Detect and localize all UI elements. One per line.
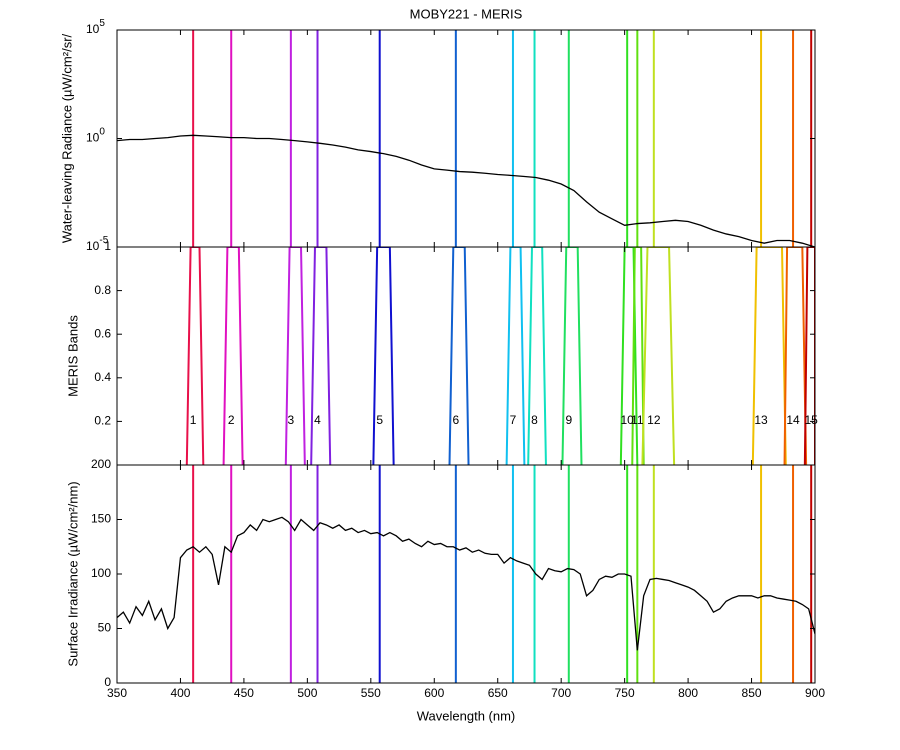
plot-area [185, 247, 815, 465]
x-tick-label: 450 [234, 686, 254, 700]
y-tick-label: 0.4 [94, 370, 111, 384]
band-label: 12 [647, 413, 661, 427]
band-response [561, 247, 583, 465]
y-tick-label: 0 [104, 675, 111, 689]
band-label: 7 [510, 413, 517, 427]
band-label: 11 [631, 413, 644, 427]
x-tick-label: 700 [551, 686, 571, 700]
tick-base: 10 [86, 131, 100, 145]
x-tick-label: 850 [742, 686, 762, 700]
x-tick-label: 800 [678, 686, 698, 700]
band-label: 9 [565, 413, 572, 427]
tick-exponent: 0 [99, 126, 105, 137]
y-tick-label: 1 [104, 239, 111, 253]
band-response [619, 247, 639, 465]
band-label: 13 [754, 413, 768, 427]
y-axis-label: Water-leaving Radiance (µW/cm²/sr/ [59, 33, 74, 243]
x-axis-label: Wavelength (nm) [417, 708, 516, 723]
band-response [284, 247, 306, 465]
tick-exponent: -5 [99, 235, 108, 246]
y-tick-label: 105 [86, 18, 105, 37]
tick-base: 10 [86, 22, 100, 36]
band-response [310, 247, 332, 465]
axes-frame [116, 464, 816, 684]
x-tick-label: 400 [170, 686, 190, 700]
band-label: 2 [228, 413, 235, 427]
band-response [631, 247, 645, 465]
band-response [783, 247, 808, 465]
plot-area [117, 30, 815, 247]
tick-exponent: 5 [99, 18, 105, 29]
chart-title: MOBY221 - MERIS [410, 6, 523, 21]
band-response [222, 247, 244, 465]
y-axis-label: MERIS Bands [65, 315, 80, 397]
spectrum-line [117, 516, 815, 651]
band-label: 3 [288, 413, 295, 427]
plot-area [117, 465, 815, 683]
y-tick-label: 100 [86, 126, 105, 145]
y-tick-label: 150 [91, 512, 111, 526]
tick-base: 10 [86, 239, 100, 253]
x-tick-label: 750 [615, 686, 635, 700]
band-label: 14 [786, 413, 800, 427]
y-tick-label: 50 [98, 621, 112, 635]
x-tick-label: 600 [424, 686, 444, 700]
band-response [527, 247, 547, 465]
band-label: 5 [376, 413, 383, 427]
band-label: 6 [453, 413, 460, 427]
band-response [641, 247, 676, 465]
band-response [448, 247, 470, 465]
spectrum-line [117, 134, 815, 247]
x-tick-label: 350 [107, 686, 127, 700]
x-tick-label: 500 [297, 686, 317, 700]
band-label: 10 [620, 413, 634, 427]
band-label: 1 [190, 413, 197, 427]
y-tick-label: 0.8 [94, 283, 111, 297]
band-response [751, 247, 787, 465]
band-label: 4 [314, 413, 321, 427]
x-tick-label: 650 [488, 686, 508, 700]
band-label: 8 [531, 413, 538, 427]
y-tick-label: 200 [91, 457, 111, 471]
band-response [505, 247, 526, 465]
y-tick-label: 0.6 [94, 326, 111, 340]
band-response [372, 247, 395, 465]
band-response [803, 247, 815, 465]
y-tick-label: 10-5 [86, 235, 109, 254]
axes-frame [116, 29, 816, 248]
band-response [185, 247, 205, 465]
band-label: 15 [805, 413, 819, 427]
x-tick-label: 550 [361, 686, 381, 700]
y-tick-label: 0.2 [94, 414, 111, 428]
x-tick-label: 900 [805, 686, 825, 700]
y-axis-label: Surface Irradiance (µW/cm²/nm) [65, 481, 80, 666]
y-tick-label: 100 [91, 566, 111, 580]
